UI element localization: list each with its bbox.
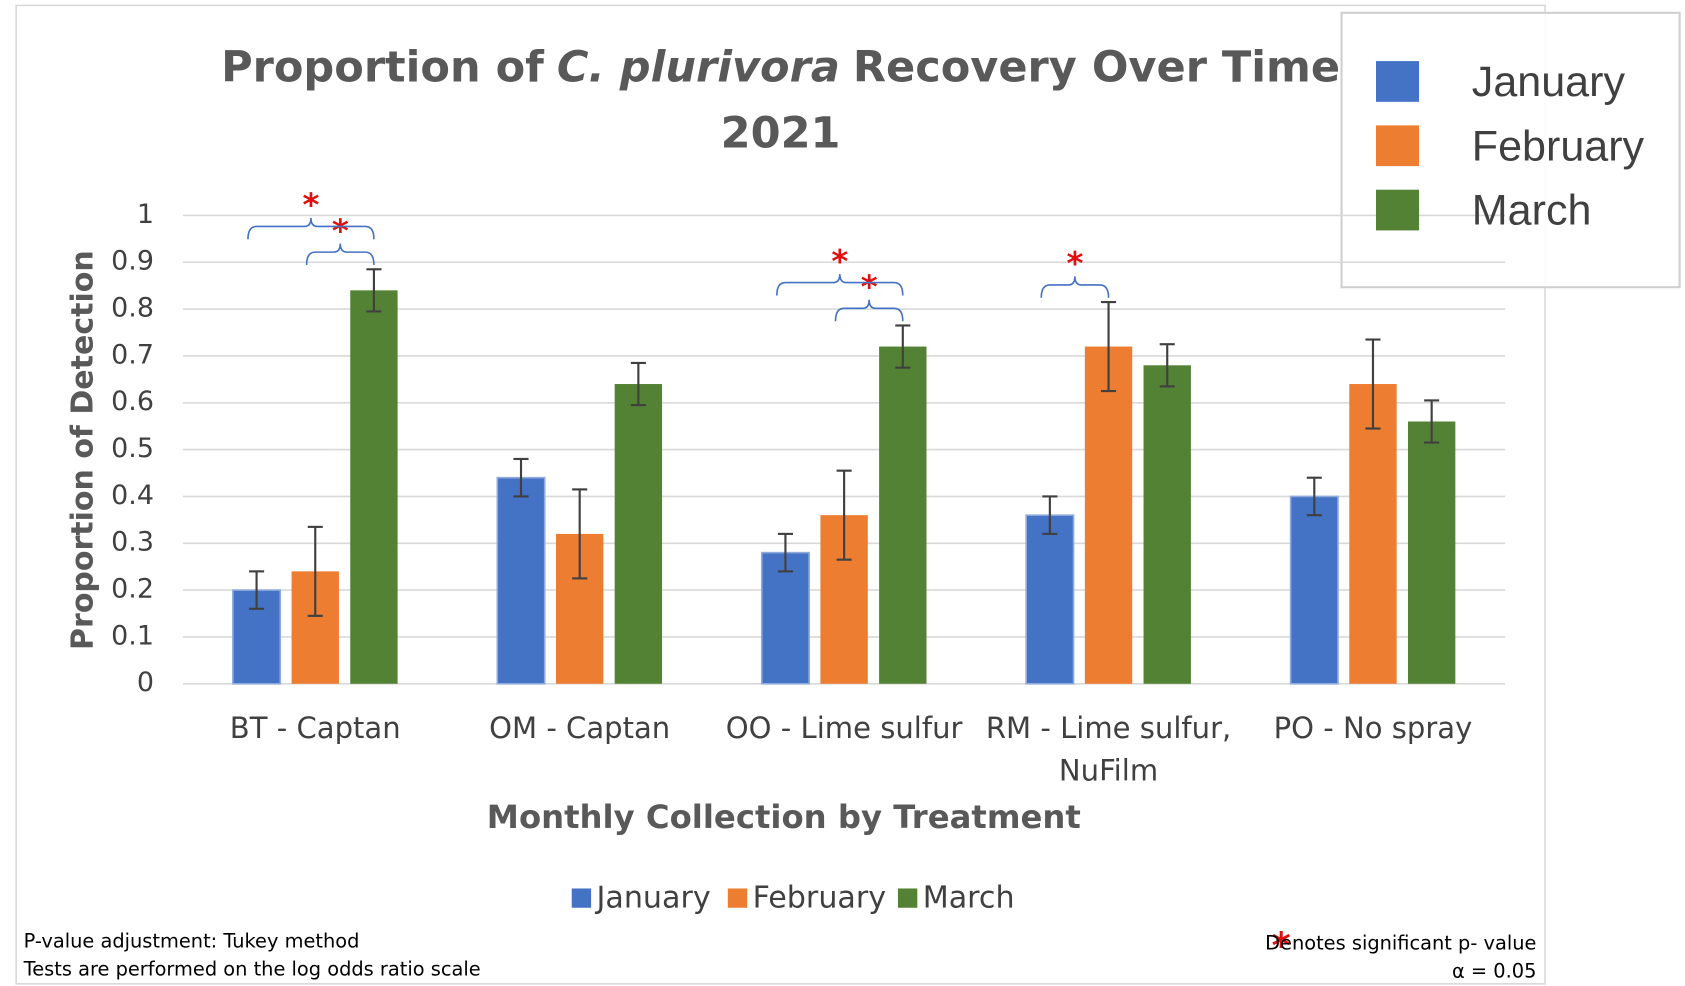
error-bar [1159,343,1175,388]
legend-label: January [594,881,710,916]
error-bar [895,324,911,369]
legend-swatch [727,888,748,908]
y-tick-label: 0.1 [111,620,154,651]
legend-swatch [1375,125,1420,167]
x-tick-label: RM - Lime sulfur, NuFilm [986,711,1231,788]
legend-label: March [923,881,1015,916]
error-bar [630,361,646,407]
legend-swatch [1375,61,1420,102]
significance-label: * [1066,245,1083,283]
key-text: Denotes significant p- value [1265,932,1536,955]
y-axis-label: Proportion of Detection [65,250,100,650]
error-bar [513,457,529,498]
bar [1084,346,1133,684]
error-bar [1042,495,1058,535]
legend-label: January [1472,58,1626,106]
significance-label: * [861,268,878,306]
x-axis-label: Monthly Collection by Treatment [487,798,1081,836]
legend-label: February [753,881,887,916]
error-bar [1365,338,1381,430]
error-bar [836,469,852,561]
significance-label: * [302,186,319,224]
bar [496,476,546,685]
note: Tests are performed on the log odds rati… [23,957,481,980]
y-tick-label: 0.3 [111,527,154,558]
bar [760,551,810,685]
y-tick-label: 0.5 [111,433,154,464]
chart-title: 2021 [721,109,841,159]
legend-swatch [571,888,592,908]
title-part: C. plurivora [557,42,840,92]
legend-swatch [1375,189,1420,231]
error-bar [307,525,323,617]
bar [350,290,398,684]
error-bar [366,268,382,313]
key-symbol: * [1272,924,1291,967]
significance-bracket [1040,276,1110,298]
legend-label: March [1472,187,1592,235]
significance-label: * [332,212,349,250]
error-bar [1306,476,1322,517]
bar [614,384,663,684]
y-tick-label: 0.6 [111,386,154,417]
x-tick-label: BT - Captan [230,711,401,745]
x-tick-label: PO - No spray [1274,711,1473,745]
y-tick-label: 0.2 [111,574,154,605]
error-bar [572,488,588,580]
alpha-note: α = 0.05 [1452,960,1536,983]
significance-label: * [831,242,848,280]
bar [1349,384,1397,684]
chart-frame [15,4,1546,985]
bar [1025,514,1075,685]
y-tick-label: 1 [137,199,154,230]
bar [879,346,927,684]
bar [1289,495,1339,685]
x-tick-label: OM - Captan [489,711,670,745]
bar [1407,421,1456,684]
x-tick-label: OO - Lime sulfur [726,711,963,745]
error-bar [1424,399,1440,444]
legend-label: February [1472,122,1645,170]
y-tick-label: 0.9 [111,246,154,277]
y-tick-label: 0.4 [111,480,154,511]
y-tick-label: 0.7 [111,339,154,370]
title-part: Recovery Over Time [853,42,1340,92]
y-tick-label: 0.8 [111,293,154,324]
bar [1143,365,1191,684]
error-bar [249,570,265,610]
chart-title: Proportion of C. plurivora Recovery Over T… [221,42,1340,92]
significance-bracket [834,299,904,322]
title-part: Proportion of [221,42,545,92]
error-bar [777,532,793,573]
error-bar [1101,300,1117,393]
legend-swatch [897,888,918,908]
significance-bracket [305,243,375,266]
significance-bracket [247,217,375,240]
note: P-value adjustment: Tukey method [24,930,360,953]
y-tick-label: 0 [137,667,154,698]
